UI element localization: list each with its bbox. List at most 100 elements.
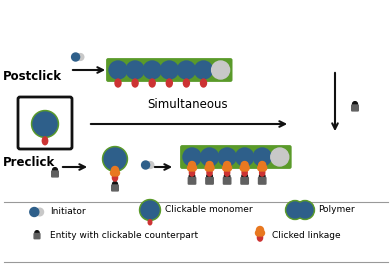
Circle shape: [258, 230, 263, 235]
Text: Polymer: Polymer: [318, 206, 355, 214]
FancyBboxPatch shape: [352, 105, 358, 111]
FancyBboxPatch shape: [241, 178, 249, 184]
FancyBboxPatch shape: [34, 234, 40, 239]
Circle shape: [271, 148, 289, 166]
Circle shape: [225, 166, 230, 171]
Circle shape: [178, 61, 195, 79]
Circle shape: [111, 167, 118, 174]
Text: Postclick: Postclick: [3, 70, 62, 84]
Circle shape: [223, 165, 229, 171]
Text: Initiator: Initiator: [50, 207, 85, 217]
Ellipse shape: [132, 79, 138, 87]
FancyBboxPatch shape: [18, 97, 72, 149]
Ellipse shape: [113, 171, 117, 177]
Circle shape: [140, 199, 160, 221]
Ellipse shape: [183, 79, 189, 87]
Circle shape: [189, 174, 195, 179]
Circle shape: [223, 162, 230, 168]
Circle shape: [201, 148, 219, 166]
Ellipse shape: [42, 137, 48, 145]
Circle shape: [226, 165, 232, 171]
FancyBboxPatch shape: [180, 145, 292, 169]
Circle shape: [260, 174, 265, 179]
Ellipse shape: [166, 79, 172, 87]
Circle shape: [205, 165, 211, 171]
Circle shape: [35, 231, 39, 235]
Ellipse shape: [190, 169, 194, 176]
Circle shape: [36, 208, 44, 216]
Circle shape: [114, 170, 120, 176]
Circle shape: [53, 168, 58, 172]
Circle shape: [109, 61, 127, 79]
Ellipse shape: [149, 79, 155, 87]
Ellipse shape: [148, 219, 152, 225]
Circle shape: [72, 53, 80, 61]
FancyBboxPatch shape: [258, 178, 266, 184]
Circle shape: [260, 166, 265, 171]
Circle shape: [208, 165, 214, 171]
Circle shape: [31, 111, 58, 138]
Text: Clicked linkage: Clicked linkage: [272, 230, 341, 239]
Circle shape: [297, 202, 313, 218]
Circle shape: [111, 170, 116, 176]
Ellipse shape: [260, 169, 265, 176]
Circle shape: [207, 166, 212, 171]
Circle shape: [113, 182, 118, 187]
Circle shape: [287, 202, 303, 218]
Circle shape: [126, 61, 144, 79]
Circle shape: [236, 148, 254, 166]
Ellipse shape: [113, 174, 117, 181]
FancyBboxPatch shape: [112, 185, 118, 191]
Text: Simultaneous: Simultaneous: [148, 98, 228, 111]
Circle shape: [77, 54, 84, 60]
Circle shape: [256, 230, 261, 236]
Ellipse shape: [207, 169, 212, 176]
Circle shape: [253, 148, 271, 166]
Circle shape: [261, 165, 267, 171]
Circle shape: [183, 148, 201, 166]
Circle shape: [352, 102, 358, 107]
Ellipse shape: [200, 79, 207, 87]
Circle shape: [258, 230, 265, 236]
Circle shape: [212, 61, 230, 79]
Ellipse shape: [258, 234, 262, 241]
Circle shape: [218, 148, 236, 166]
Circle shape: [141, 201, 159, 219]
Text: Clickable monomer: Clickable monomer: [165, 206, 252, 214]
Circle shape: [143, 61, 161, 79]
Circle shape: [33, 112, 57, 136]
Circle shape: [285, 201, 305, 219]
Circle shape: [189, 162, 196, 168]
Circle shape: [206, 162, 213, 168]
Circle shape: [30, 207, 39, 217]
Text: Entity with clickable counterpart: Entity with clickable counterpart: [50, 230, 198, 239]
Circle shape: [256, 226, 263, 234]
Circle shape: [104, 148, 126, 170]
FancyBboxPatch shape: [188, 178, 196, 184]
Ellipse shape: [242, 169, 247, 176]
Circle shape: [147, 162, 154, 168]
FancyBboxPatch shape: [223, 178, 231, 184]
Circle shape: [259, 162, 266, 168]
Circle shape: [142, 161, 150, 169]
FancyBboxPatch shape: [52, 171, 58, 177]
Circle shape: [243, 165, 249, 171]
Text: Preclick: Preclick: [3, 155, 55, 168]
Circle shape: [258, 165, 264, 171]
Ellipse shape: [115, 79, 121, 87]
Circle shape: [241, 162, 248, 168]
Circle shape: [240, 165, 246, 171]
Circle shape: [102, 147, 127, 171]
Circle shape: [113, 171, 118, 175]
Circle shape: [194, 61, 212, 79]
Circle shape: [242, 166, 247, 171]
Circle shape: [296, 201, 314, 219]
Circle shape: [160, 61, 178, 79]
Ellipse shape: [225, 169, 229, 176]
FancyBboxPatch shape: [206, 178, 213, 184]
Circle shape: [189, 166, 194, 171]
Circle shape: [224, 174, 230, 179]
Circle shape: [191, 165, 196, 171]
Circle shape: [187, 165, 194, 171]
Circle shape: [207, 174, 212, 179]
